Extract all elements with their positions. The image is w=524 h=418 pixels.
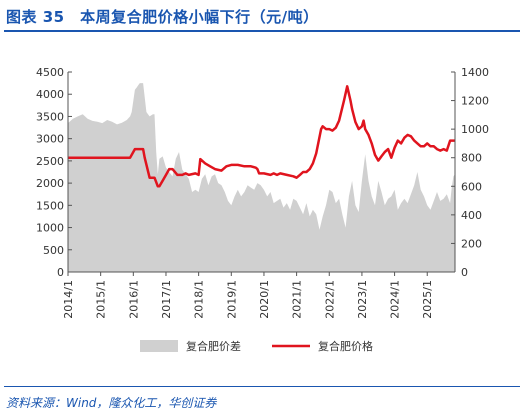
left-tick-label: 4000 — [36, 88, 64, 101]
right-tick-label: 1200 — [461, 95, 489, 108]
x-tick-label: 2025/1 — [421, 280, 434, 319]
line-series-layer — [68, 85, 455, 188]
x-tick-label: 2019/1 — [225, 280, 238, 319]
x-tick-label: 2023/1 — [356, 280, 369, 319]
series-line-复合肥价格 — [68, 85, 455, 188]
chart: 0 500 1000 1500 2000 2500 3000 3500 4000 4500 0 200… — [36, 66, 489, 353]
axes-layer: 0 500 1000 1500 2000 2500 3000 3500 4000 4500 0 200… — [36, 66, 489, 319]
x-tick-label: 2022/1 — [323, 280, 336, 319]
series-area-复合肥价差 — [68, 83, 455, 272]
left-tick-label: 2500 — [36, 155, 64, 168]
right-tick-label: 1000 — [461, 123, 489, 136]
title-underline — [4, 30, 520, 32]
x-tick-label: 2014/1 — [62, 280, 75, 319]
x-tick-label: 2016/1 — [127, 280, 140, 319]
left-tick-label: 1000 — [36, 222, 64, 235]
left-tick-label: 500 — [43, 244, 64, 257]
x-tick-label: 2021/1 — [291, 280, 304, 319]
source-rule — [4, 386, 520, 387]
right-tick-label: 600 — [461, 180, 482, 193]
x-tick-label: 2018/1 — [193, 280, 206, 319]
source-note: 资料来源：Wind，隆众化工，华创证券 — [6, 396, 217, 410]
legend-label-line: 复合肥价格 — [318, 339, 373, 353]
x-tick-label: 2024/1 — [389, 280, 402, 319]
x-tick-label: 2017/1 — [160, 280, 173, 319]
x-tick-label: 2020/1 — [258, 280, 271, 319]
right-tick-label: 200 — [461, 237, 482, 250]
legend-swatch-area — [140, 340, 178, 352]
x-tick-label: 2015/1 — [95, 280, 108, 319]
area-series-layer — [68, 83, 455, 272]
left-tick-label: 1500 — [36, 199, 64, 212]
left-tick-label: 2000 — [36, 177, 64, 190]
right-tick-label: 800 — [461, 152, 482, 165]
chart-title: 图表 35 本周复合肥价格小幅下行（元/吨） — [6, 8, 319, 26]
left-tick-label: 4500 — [36, 66, 64, 79]
left-tick-label: 0 — [57, 266, 64, 279]
legend-label-area: 复合肥价差 — [186, 339, 241, 353]
right-tick-label: 400 — [461, 209, 482, 222]
left-tick-label: 3000 — [36, 133, 64, 146]
right-tick-label: 0 — [461, 266, 468, 279]
left-tick-label: 3500 — [36, 110, 64, 123]
legend: 复合肥价差 复合肥价格 — [140, 339, 373, 353]
right-tick-label: 1400 — [461, 66, 489, 79]
